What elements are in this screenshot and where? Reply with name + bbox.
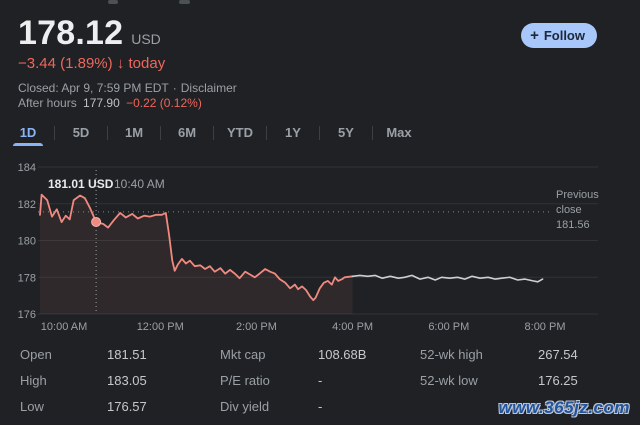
x-axis-tick: 10:00 AM [41,321,87,333]
y-axis-tick: 176 [18,309,36,321]
tooltip-price: 181.01 USD [48,177,114,191]
current-price: 178.12 [18,14,124,52]
y-axis-tick: 182 [18,199,36,211]
stat-row: High 183.05 [20,368,147,394]
stat-value: 108.68B [318,347,367,362]
tab-6m[interactable]: 6M [161,119,213,146]
price-change: −3.44 (1.89%) [18,55,113,72]
stat-label: Low [20,399,44,414]
previous-close-text: Previous close [556,189,599,216]
tab-max[interactable]: Max [373,119,425,146]
stat-value: 267.54 [538,347,578,362]
range-tabs: 1D 5D 1M 6M YTD 1Y 5Y Max [2,119,425,146]
price-change-row: −3.44 (1.89%) ↓ today [18,55,165,72]
y-axis-tick: 178 [18,272,36,284]
after-hours-line [351,274,544,283]
tooltip-time: 10:40 AM [114,177,165,191]
previous-close-label: Previous close 181.56 [556,188,608,233]
stat-label: High [20,373,47,388]
market-status-row: Closed: Apr 9, 7:59 PM EDT · Disclaimer [18,81,237,95]
currency-label: USD [131,31,161,47]
down-arrow-icon: ↓ [116,55,125,72]
stat-label: Div yield [220,399,270,414]
after-hours-price: 177.90 [83,96,120,110]
chart-area-fill [40,194,353,314]
stat-label: 52-wk high [420,347,483,362]
tab-divider [54,125,55,140]
price-header: 178.12 USD [18,14,161,53]
stat-row: Div yield - [220,394,366,420]
clipped-text-fragment [108,0,118,4]
stat-value: 176.25 [538,373,578,388]
stat-value: - [318,373,323,388]
x-axis-tick: 4:00 PM [332,321,373,333]
previous-close-value: 181.56 [556,219,590,231]
change-period: today [128,55,166,72]
stat-row: Mkt cap 108.68B [220,342,366,368]
tab-1d[interactable]: 1D [2,119,54,146]
stat-row: 52-wk high 267.54 [420,342,578,368]
follow-button-label: Follow [543,28,585,43]
stat-label: Mkt cap [220,347,266,362]
disclaimer-link[interactable]: Disclaimer [180,81,237,95]
tab-divider [160,125,161,140]
y-axis-tick: 184 [18,162,36,174]
tab-divider [372,125,373,140]
stat-value: 183.05 [107,373,147,388]
price-chart[interactable]: 184 182 180 178 176 10:00 AM 12:00 PM 2:00 PM 4:… [0,150,640,345]
tab-1y[interactable]: 1Y [267,119,319,146]
stat-row: Open 181.51 [20,342,147,368]
clipped-text-fragment [179,0,190,4]
stat-row: 52-wk low 176.25 [420,368,578,394]
stat-row: Low 176.57 [20,394,147,420]
regular-hours-line [39,193,354,302]
tab-5d[interactable]: 5D [55,119,107,146]
stat-label: Open [20,347,52,362]
stat-label: P/E ratio [220,373,270,388]
tab-divider [319,125,320,140]
stat-value: - [318,399,323,414]
after-hours-row: After hours 177.90 −0.22 (0.12%) [18,96,202,110]
stat-row: P/E ratio - [220,368,366,394]
tab-divider [266,125,267,140]
after-hours-label: After hours [18,96,77,110]
separator-dot: · [172,81,177,95]
tab-1m[interactable]: 1M [108,119,160,146]
plus-icon: + [530,27,539,44]
x-axis-tick: 6:00 PM [428,321,469,333]
tab-divider [213,125,214,140]
x-axis-tick: 2:00 PM [236,321,277,333]
tab-5y[interactable]: 5Y [320,119,372,146]
stat-label: 52-wk low [420,373,478,388]
x-axis-tick: 8:00 PM [525,321,566,333]
follow-button[interactable]: + Follow [521,23,597,48]
stat-value: 181.51 [107,347,147,362]
chart-area: 184 182 180 178 176 10:00 AM 12:00 PM 2:00 PM 4:… [0,150,640,345]
after-hours-change: −0.22 (0.12%) [126,96,202,110]
tab-ytd[interactable]: YTD [214,119,266,146]
x-axis-tick: 12:00 PM [137,321,184,333]
watermark: www.365jz.com [498,398,630,417]
tab-divider [107,125,108,140]
stat-value: 176.57 [107,399,147,414]
crosshair-dot [91,216,102,227]
market-closed-text: Closed: Apr 9, 7:59 PM EDT [18,81,169,95]
y-axis-tick: 180 [18,236,36,248]
